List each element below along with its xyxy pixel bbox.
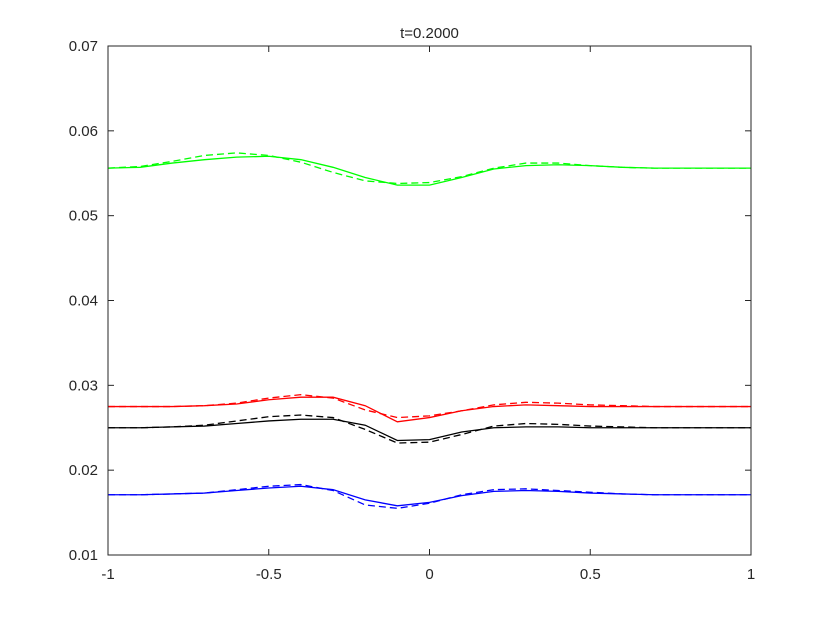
y-tick-label: 0.06: [69, 123, 98, 140]
series-line: [108, 483, 751, 509]
series-line: [107, 152, 751, 185]
x-tick-label: 0.5: [580, 566, 601, 583]
y-tick-label: 0.02: [69, 462, 98, 479]
y-tick-label: 0.04: [69, 293, 98, 310]
y-tick-label: 0.01: [69, 547, 98, 564]
series-line: [108, 414, 751, 444]
chart-title: t=0.2000: [400, 25, 459, 42]
series-line: [108, 394, 751, 419]
x-tick-label: 0: [425, 566, 433, 583]
y-tick-label: 0.05: [69, 208, 98, 225]
x-tick-label: 1: [747, 566, 755, 583]
x-tick-label: -0.5: [256, 566, 282, 583]
axes-box: [107, 45, 752, 556]
y-tick-label: 0.03: [69, 377, 98, 394]
y-tick-label: 0.07: [69, 38, 98, 55]
x-tick-label: -1: [101, 566, 114, 583]
